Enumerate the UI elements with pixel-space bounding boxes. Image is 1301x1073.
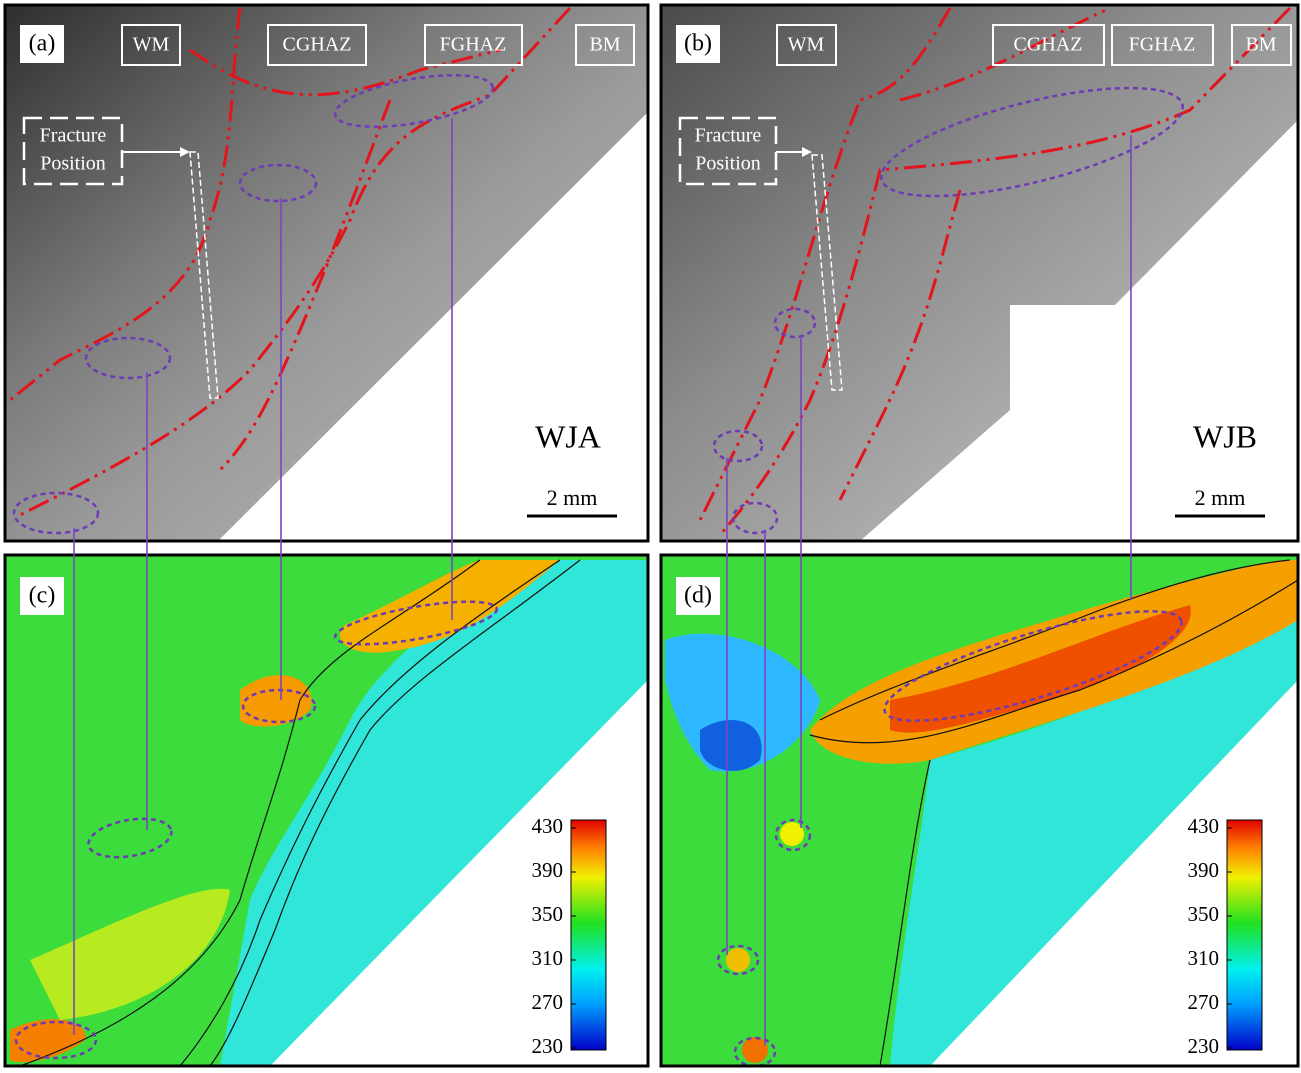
panel-label: (d)	[684, 583, 712, 609]
colorbar-tick-label: 430	[1188, 814, 1220, 838]
panel-c: (c) 430 390 350 310 270 230	[5, 555, 648, 1066]
colorbar-tick-label: 270	[532, 990, 564, 1014]
colorbar-tick-label: 430	[532, 814, 564, 838]
zone-label: CGHAZ	[1014, 34, 1083, 56]
colorbar-tick-label: 390	[532, 858, 564, 882]
colorbar	[571, 820, 606, 1050]
panel-label: (c)	[29, 583, 56, 609]
panel-d: (d) 430 390 350 310 270 230	[661, 555, 1298, 1066]
fracture-label: Position	[695, 153, 761, 175]
map-region	[726, 948, 750, 972]
figure: Fracture Position (a) WM CGHAZ FGHAZ BM …	[0, 0, 1301, 1068]
colorbar-tick-label: 350	[532, 902, 564, 926]
sample-label: WJA	[535, 418, 601, 454]
panel-label: (a)	[29, 31, 56, 57]
zone-label: WM	[788, 34, 825, 56]
map-region	[742, 1037, 768, 1063]
fracture-label: Fracture	[40, 125, 107, 147]
fracture-label: Fracture	[695, 125, 762, 147]
panel-label: (b)	[684, 31, 712, 57]
zone-label: FGHAZ	[440, 34, 507, 56]
colorbar-tick-label: 230	[532, 1034, 564, 1058]
sample-label: WJB	[1193, 418, 1257, 454]
colorbar	[1227, 820, 1262, 1050]
colorbar-tick-label: 230	[1188, 1034, 1220, 1058]
zone-label: CGHAZ	[283, 34, 352, 56]
panel-b: Fracture Position (b) WM CGHAZ FGHAZ BM …	[661, 5, 1298, 541]
colorbar-tick-label: 350	[1188, 902, 1220, 926]
colorbar-tick-label: 270	[1188, 990, 1220, 1014]
colorbar-tick-label: 390	[1188, 858, 1220, 882]
colorbar-tick-label: 310	[532, 946, 564, 970]
fracture-label: Position	[40, 153, 106, 175]
panel-a: Fracture Position (a) WM CGHAZ FGHAZ BM …	[5, 5, 648, 541]
scale-bar-label: 2 mm	[547, 485, 598, 510]
zone-label: BM	[589, 34, 620, 56]
scale-bar-label: 2 mm	[1195, 485, 1246, 510]
zone-label: WM	[133, 34, 170, 56]
zone-label: BM	[1245, 34, 1276, 56]
colorbar-tick-label: 310	[1188, 946, 1220, 970]
zone-label: FGHAZ	[1129, 34, 1196, 56]
